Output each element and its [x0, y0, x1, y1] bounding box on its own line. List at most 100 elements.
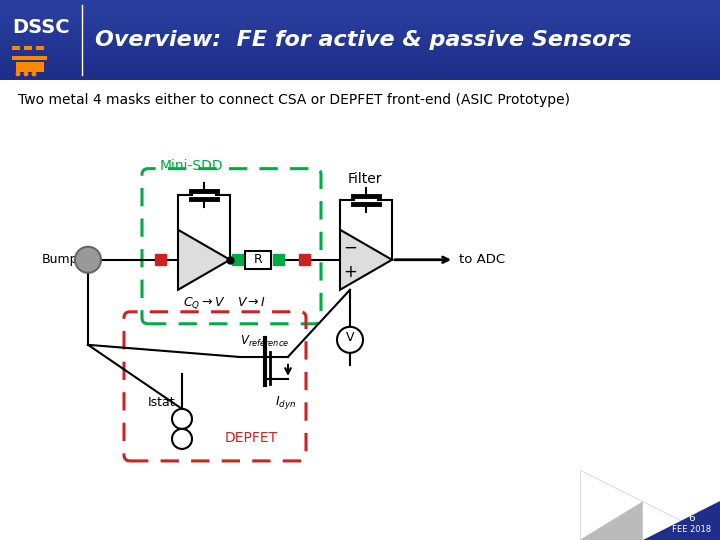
- Text: DSSC: DSSC: [12, 18, 70, 37]
- Bar: [24, 46, 32, 50]
- Bar: [0, 32, 720, 33]
- Text: FEE 2018: FEE 2018: [672, 525, 711, 534]
- Bar: [0, 16, 720, 17]
- Bar: [0, 27, 720, 28]
- Bar: [0, 20, 720, 21]
- Bar: [0, 74, 720, 75]
- Bar: [12, 46, 20, 50]
- Bar: [0, 58, 720, 59]
- Bar: [0, 53, 720, 54]
- Bar: [0, 73, 720, 74]
- Bar: [232, 254, 243, 265]
- Bar: [0, 48, 720, 49]
- Bar: [0, 55, 720, 56]
- Bar: [0, 31, 720, 32]
- Polygon shape: [580, 501, 643, 540]
- Bar: [0, 3, 720, 4]
- Bar: [0, 60, 720, 61]
- Text: Mini-SDD: Mini-SDD: [160, 159, 224, 173]
- Bar: [0, 51, 720, 52]
- Bar: [0, 17, 720, 18]
- Polygon shape: [580, 470, 720, 540]
- Bar: [0, 34, 720, 35]
- Bar: [0, 41, 720, 42]
- Bar: [0, 38, 720, 39]
- Polygon shape: [340, 230, 392, 290]
- Bar: [0, 64, 720, 65]
- Bar: [0, 66, 720, 67]
- Bar: [0, 11, 720, 12]
- Circle shape: [24, 71, 29, 77]
- Bar: [0, 13, 720, 14]
- Bar: [0, 59, 720, 60]
- Text: $C_Q \rightarrow V$: $C_Q \rightarrow V$: [183, 295, 225, 310]
- Text: Overview:  FE for active & passive Sensors: Overview: FE for active & passive Sensor…: [95, 30, 631, 50]
- Bar: [0, 15, 720, 16]
- Bar: [0, 19, 720, 20]
- Text: 6: 6: [688, 512, 696, 523]
- Bar: [36, 46, 44, 50]
- Bar: [0, 18, 720, 19]
- Bar: [0, 63, 720, 64]
- Bar: [0, 61, 720, 62]
- Text: +: +: [343, 263, 357, 281]
- Bar: [0, 42, 720, 43]
- Bar: [16, 62, 44, 72]
- Text: Bump: Bump: [42, 253, 78, 266]
- Bar: [155, 254, 166, 265]
- Bar: [0, 72, 720, 73]
- Bar: [0, 46, 720, 47]
- Bar: [0, 2, 720, 3]
- Bar: [0, 50, 720, 51]
- Bar: [0, 24, 720, 25]
- Bar: [0, 54, 720, 55]
- Text: to ADC: to ADC: [459, 253, 505, 266]
- Bar: [0, 57, 720, 58]
- Bar: [0, 1, 720, 2]
- Bar: [0, 21, 720, 22]
- Bar: [0, 0, 720, 1]
- Polygon shape: [178, 230, 230, 290]
- Bar: [0, 56, 720, 57]
- Bar: [0, 6, 720, 7]
- Text: R: R: [253, 253, 262, 266]
- Bar: [0, 70, 720, 71]
- Bar: [0, 22, 720, 23]
- Bar: [299, 254, 310, 265]
- Bar: [0, 62, 720, 63]
- Text: V: V: [346, 332, 354, 345]
- Bar: [0, 33, 720, 34]
- Circle shape: [172, 429, 192, 449]
- Text: Istat: Istat: [148, 396, 176, 409]
- Bar: [0, 49, 720, 50]
- Bar: [0, 76, 720, 77]
- Text: $I_{dyn}$: $I_{dyn}$: [275, 394, 297, 411]
- Bar: [0, 23, 720, 24]
- Circle shape: [172, 409, 192, 429]
- Text: DEPFET: DEPFET: [225, 431, 278, 445]
- Bar: [0, 69, 720, 70]
- Text: Two metal 4 masks either to connect CSA or DEPFET front-end (ASIC Prototype): Two metal 4 masks either to connect CSA …: [18, 93, 570, 106]
- Bar: [0, 67, 720, 68]
- Bar: [0, 5, 720, 6]
- Circle shape: [32, 71, 37, 77]
- Bar: [0, 77, 720, 78]
- Bar: [0, 79, 720, 80]
- Bar: [0, 12, 720, 13]
- Bar: [0, 35, 720, 36]
- Bar: [0, 7, 720, 8]
- Bar: [0, 10, 720, 11]
- Bar: [0, 25, 720, 26]
- Bar: [0, 37, 720, 38]
- Text: Filter: Filter: [348, 172, 382, 186]
- Bar: [0, 9, 720, 10]
- Text: $V \rightarrow I$: $V \rightarrow I$: [237, 296, 266, 309]
- Bar: [0, 29, 720, 30]
- Bar: [0, 8, 720, 9]
- Bar: [0, 52, 720, 53]
- Bar: [0, 14, 720, 15]
- Bar: [0, 47, 720, 48]
- Bar: [0, 44, 720, 45]
- Bar: [0, 78, 720, 79]
- Bar: [245, 251, 271, 269]
